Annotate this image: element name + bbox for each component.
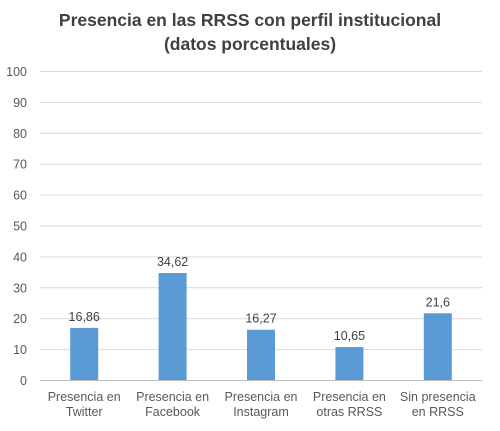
y-tick-label: 70 bbox=[13, 158, 27, 172]
y-tick-label: 0 bbox=[20, 374, 27, 388]
data-label: 16,86 bbox=[69, 310, 100, 324]
x-tick-label: en RRSS bbox=[412, 405, 464, 419]
y-tick-label: 100 bbox=[6, 65, 27, 79]
y-tick-label: 90 bbox=[13, 96, 27, 110]
data-label: 16,27 bbox=[245, 312, 276, 326]
y-tick-label: 60 bbox=[13, 189, 27, 203]
y-tick-label: 80 bbox=[13, 127, 27, 141]
data-label: 10,65 bbox=[334, 329, 365, 343]
x-tick-label: Facebook bbox=[145, 405, 201, 419]
x-tick-label: Presencia en bbox=[136, 390, 209, 404]
chart-title-line-2: (datos porcentuales) bbox=[163, 34, 337, 54]
x-tick-label: Sin presencia bbox=[400, 390, 476, 404]
chart-title-line-1: Presencia en las RRSS con perfil institu… bbox=[58, 10, 442, 30]
data-label: 34,62 bbox=[157, 255, 188, 269]
x-tick-label: otras RRSS bbox=[316, 405, 382, 419]
y-tick-label: 50 bbox=[13, 220, 27, 234]
bar bbox=[70, 327, 99, 380]
y-tick-label: 40 bbox=[13, 250, 27, 264]
x-tick-label: Presencia en bbox=[313, 390, 386, 404]
x-tick-label: Twitter bbox=[66, 405, 103, 419]
y-tick-label: 10 bbox=[13, 343, 27, 357]
x-tick-label: Presencia en bbox=[225, 390, 298, 404]
bar bbox=[423, 313, 452, 380]
y-tick-label: 20 bbox=[13, 312, 27, 326]
x-tick-label: Presencia en bbox=[48, 390, 121, 404]
y-tick-label: 30 bbox=[13, 281, 27, 295]
chart-title: Presencia en las RRSS con perfil institu… bbox=[0, 8, 500, 56]
bar bbox=[335, 347, 364, 380]
bar bbox=[247, 329, 275, 380]
bar bbox=[158, 273, 187, 380]
x-tick-label: Instagram bbox=[233, 405, 289, 419]
data-label: 21,6 bbox=[426, 295, 450, 309]
